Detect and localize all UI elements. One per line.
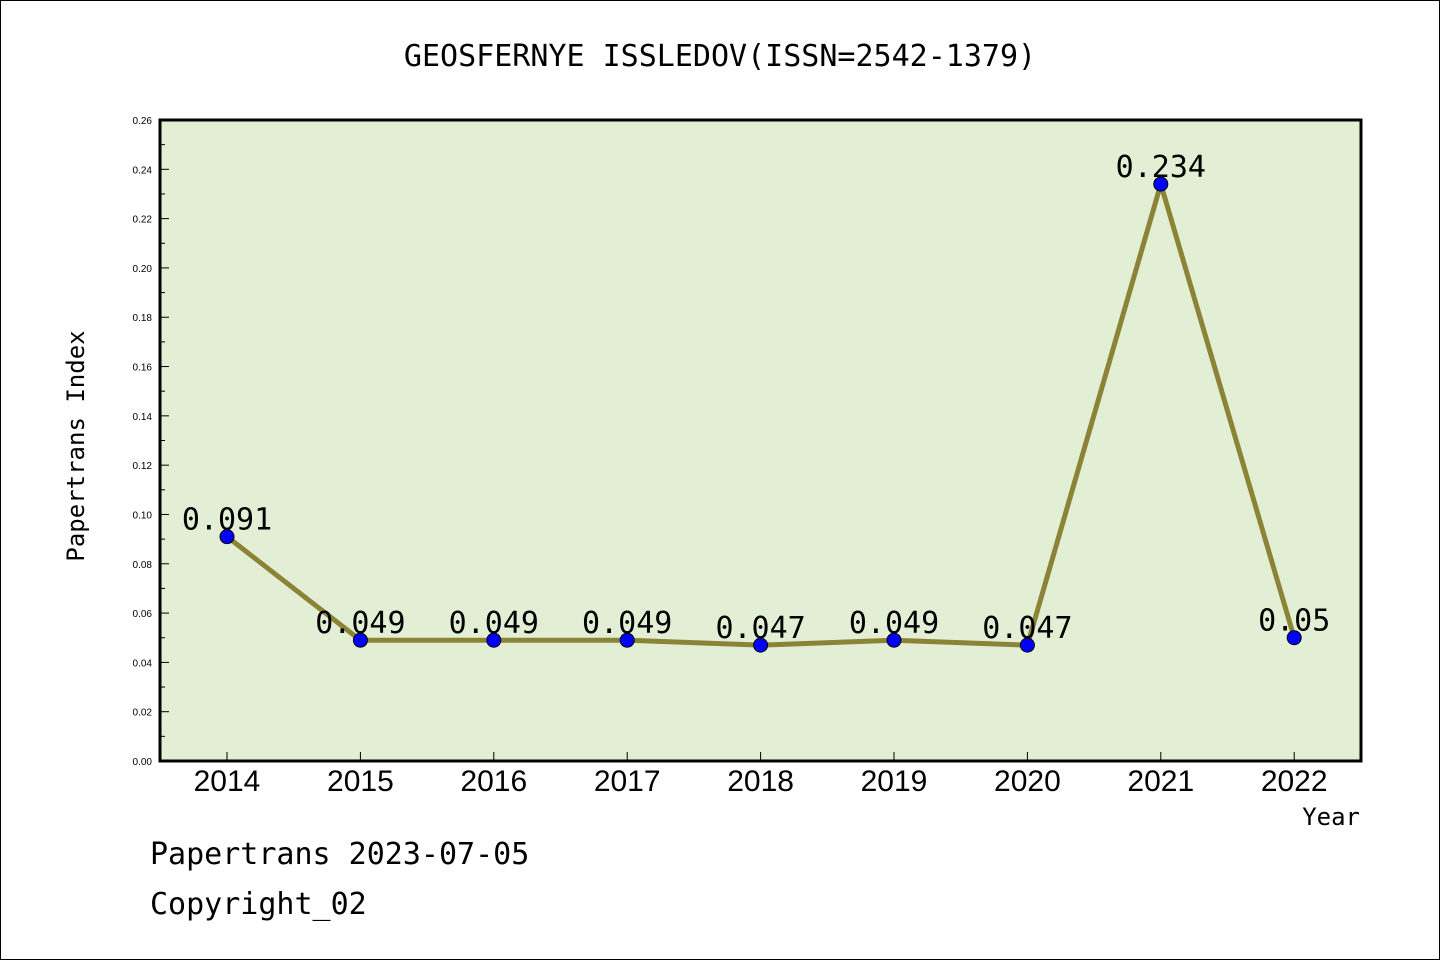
y-tick-label: 0.26: [133, 116, 153, 127]
plot-area: [160, 120, 1361, 761]
y-tick-label: 0.02: [133, 708, 153, 719]
x-tick-label: 2018: [727, 765, 794, 798]
data-point: [1286, 630, 1302, 646]
data-label: 0.234: [1116, 150, 1206, 185]
data-label: 0.049: [315, 606, 405, 641]
data-point: [1019, 637, 1035, 653]
footer-copyright: Copyright_02: [150, 887, 367, 922]
x-tick-label: 2015: [327, 765, 394, 798]
data-label: 0.047: [715, 611, 805, 646]
data-point: [352, 632, 368, 648]
data-label: 0.049: [582, 606, 672, 641]
data-label: 0.091: [182, 503, 272, 538]
x-tick-label: 2019: [861, 765, 928, 798]
y-axis-ticks: 0.00 0.02 0.04 0.06 0.08 0.10 0.12 0.14 0.16 0.18…: [133, 116, 169, 768]
data-point: [753, 637, 769, 653]
chart-title: GEOSFERNYE ISSLEDOV(ISSN=2542-1379): [404, 39, 1036, 74]
y-tick-label: 0.16: [133, 363, 153, 374]
plot-border: [158, 118, 1363, 763]
x-tick-label: 2014: [194, 765, 261, 798]
y-tick-label: 0.04: [133, 658, 153, 669]
footer-date: Papertrans 2023-07-05: [150, 837, 529, 872]
data-point: [619, 632, 635, 648]
x-tick-label: 2016: [460, 765, 527, 798]
y-tick-label: 0.10: [133, 510, 153, 521]
y-tick-label: 0.14: [133, 412, 153, 423]
x-axis-ticks: 2014 2015 2016 2017 2018 2019 2020 2021 2022: [194, 752, 1328, 798]
y-tick-label: 0.00: [133, 757, 153, 768]
y-axis-label: Papertrans Index: [62, 330, 90, 561]
data-point: [219, 529, 235, 545]
data-label: 0.05: [1258, 604, 1330, 639]
data-label: 0.049: [849, 606, 939, 641]
y-tick-label: 0.12: [133, 461, 153, 472]
y-tick-label: 0.24: [133, 165, 153, 176]
data-label: 0.047: [982, 611, 1072, 646]
data-point: [1153, 176, 1169, 192]
x-tick-label: 2017: [594, 765, 661, 798]
y-tick-label: 0.22: [133, 215, 153, 226]
y-tick-label: 0.20: [133, 264, 153, 275]
x-axis-label: Year: [1302, 803, 1360, 831]
x-tick-label: 2020: [994, 765, 1061, 798]
data-point: [886, 632, 902, 648]
x-tick-label: 2022: [1261, 765, 1328, 798]
series-group: 0.091 0.049 0.049 0.049 0.047 0.049 0.047 0.234…: [182, 150, 1330, 653]
y-tick-label: 0.08: [133, 560, 153, 571]
x-tick-label: 2021: [1127, 765, 1194, 798]
data-label: 0.049: [449, 606, 539, 641]
y-tick-label: 0.06: [133, 609, 153, 620]
data-point: [486, 632, 502, 648]
y-tick-label: 0.18: [133, 313, 153, 324]
